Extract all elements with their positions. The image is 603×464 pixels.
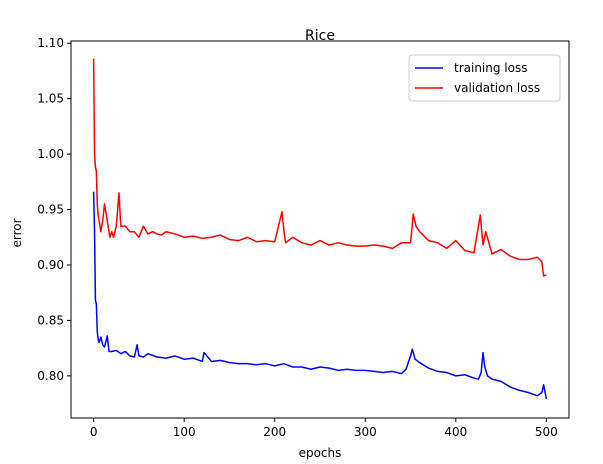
x-tick-label: 300 (354, 425, 377, 439)
plot-area (92, 58, 548, 400)
series-line-training-loss (92, 191, 548, 400)
legend: training loss validation loss (408, 54, 561, 102)
legend-box (408, 54, 561, 102)
x-tick-label: 100 (173, 425, 196, 439)
axes: 0 100 200 300 400 500 0.80 0.85 0.90 0.95 1.00 1.05… (37, 36, 570, 439)
chart-title: Rice (305, 28, 335, 44)
y-tick-label: 0.90 (37, 258, 64, 272)
axes-frame (70, 40, 570, 419)
x-tick-label: 0 (90, 425, 98, 439)
y-tick-label: 1.10 (37, 36, 64, 50)
series-line-validation-loss (92, 58, 547, 277)
x-axis-label: epochs (299, 446, 342, 460)
y-tick-label: 0.85 (37, 313, 64, 327)
legend-label-validation-loss: validation loss (454, 81, 540, 95)
y-axis-label: error (10, 218, 24, 247)
y-tick-label: 1.05 (37, 92, 64, 106)
x-tick-label: 200 (263, 425, 286, 439)
y-tick-label: 0.80 (37, 369, 64, 383)
y-tick-label: 1.00 (37, 147, 64, 161)
y-tick-label: 0.95 (37, 203, 64, 217)
x-tick-label: 400 (444, 425, 467, 439)
legend-label-training-loss: training loss (454, 61, 527, 75)
x-tick-label: 500 (535, 425, 558, 439)
